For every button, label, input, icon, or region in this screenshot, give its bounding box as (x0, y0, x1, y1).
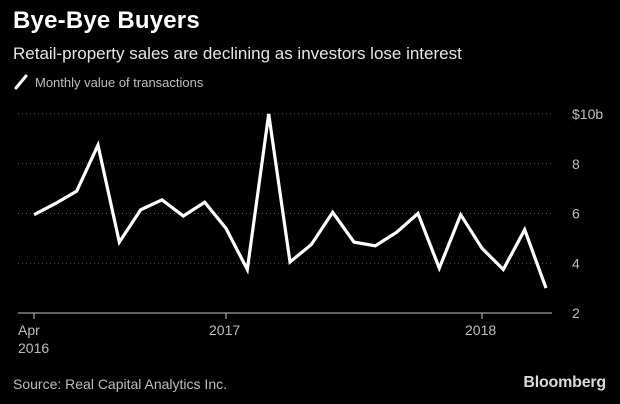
data-point (246, 268, 249, 271)
data-point (481, 247, 484, 250)
x-tick-label: Apr (18, 322, 40, 338)
y-tick-label: 2 (572, 305, 580, 321)
legend-label: Monthly value of transactions (35, 74, 204, 90)
data-point (502, 268, 505, 271)
x-tick-label: 2017 (209, 322, 240, 338)
data-point (225, 227, 228, 230)
source-note: Source: Real Capital Analytics Inc. (13, 376, 227, 392)
data-point (33, 213, 36, 216)
chart-subtitle: Retail-property sales are declining as i… (13, 44, 462, 63)
y-tick-label: 4 (572, 255, 580, 271)
data-point (438, 267, 441, 270)
data-point (118, 241, 121, 244)
legend-line-icon (14, 74, 28, 90)
x-tick-label: 2018 (465, 322, 496, 338)
legend: Monthly value of transactions (13, 74, 203, 90)
data-point (545, 287, 548, 290)
data-point (161, 198, 164, 201)
data-point (54, 202, 57, 205)
data-point (523, 228, 526, 231)
x-tick-sublabel: 2016 (18, 340, 49, 356)
y-tick-label: 6 (572, 206, 580, 222)
data-point (289, 261, 292, 264)
data-point (139, 208, 142, 211)
data-point (267, 113, 270, 116)
y-tick-label: $10b (572, 106, 603, 122)
chart-title: Bye-Bye Buyers (13, 7, 200, 34)
bloomberg-logo: Bloomberg (523, 374, 606, 391)
data-point (310, 243, 313, 246)
data-point (417, 212, 420, 215)
data-point (331, 211, 334, 214)
series-line (33, 113, 548, 289)
data-point (395, 231, 398, 234)
data-point (374, 244, 377, 247)
data-point (203, 201, 206, 204)
data-point (353, 241, 356, 244)
data-point (182, 215, 185, 218)
data-point (459, 213, 462, 216)
y-tick-label: 8 (572, 156, 580, 172)
data-point (97, 144, 100, 147)
data-point (75, 190, 78, 193)
